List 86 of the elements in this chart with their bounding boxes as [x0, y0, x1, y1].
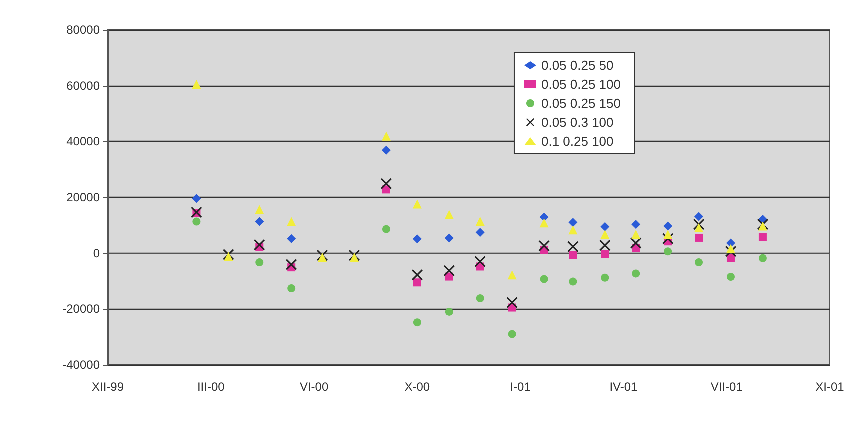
- point: [474, 256, 486, 268]
- point: [664, 248, 672, 256]
- point: [444, 234, 454, 243]
- x-tick-label: VII-01: [710, 380, 744, 394]
- point: [694, 212, 704, 222]
- point: [506, 297, 518, 308]
- point: [600, 240, 611, 252]
- point: [413, 278, 422, 287]
- point: [726, 254, 735, 262]
- point: [694, 223, 704, 232]
- point: [256, 258, 264, 267]
- point: [569, 278, 578, 286]
- point: [444, 210, 454, 220]
- point: [287, 217, 296, 226]
- y-tick-label: 60000: [66, 78, 100, 93]
- point: [600, 222, 610, 232]
- point: [412, 200, 422, 209]
- point: [382, 146, 391, 155]
- point: [287, 234, 296, 244]
- y-tick-label: 0: [93, 246, 100, 260]
- point: [600, 230, 610, 240]
- point: [476, 228, 485, 238]
- point: [508, 330, 516, 338]
- x-tick-label: VI-00: [300, 380, 329, 394]
- legend-label: 0.05 0.25 100: [541, 77, 622, 92]
- point: [568, 226, 578, 235]
- point: [632, 230, 641, 240]
- point: [413, 318, 422, 327]
- point: [286, 259, 298, 270]
- point: [412, 270, 423, 281]
- y-tick-label: -20000: [62, 302, 100, 316]
- point: [288, 284, 296, 293]
- point: [664, 222, 673, 231]
- x-tick-label: IV-01: [610, 380, 638, 394]
- legend-label: 0.05 0.3 100: [541, 115, 614, 130]
- point: [726, 273, 735, 282]
- point: [444, 265, 455, 276]
- point: [476, 217, 485, 226]
- legend-label: 0.05 0.25 50: [541, 58, 614, 73]
- x-tick-label: III-00: [197, 380, 226, 394]
- point: [318, 253, 328, 262]
- point: [192, 218, 201, 226]
- point: [695, 234, 704, 242]
- point: [758, 254, 767, 262]
- point: [224, 252, 234, 262]
- point: [255, 205, 264, 214]
- point: [254, 239, 266, 250]
- point: [255, 217, 264, 226]
- point: [540, 275, 548, 284]
- point: [726, 238, 736, 248]
- point: [601, 250, 610, 258]
- point: [476, 294, 484, 303]
- x-tick-label: I-01: [510, 380, 532, 394]
- point: [695, 258, 704, 267]
- y-tick-label: 80000: [66, 23, 100, 37]
- legend-label: 0.05 0.25 150: [541, 96, 622, 111]
- point: [540, 212, 549, 222]
- point: [540, 218, 549, 228]
- point: [601, 274, 610, 282]
- x-tick-label: XI-01: [816, 380, 845, 394]
- y-tick-label: 40000: [66, 134, 100, 149]
- x-tick-label: X-00: [404, 380, 430, 394]
- point: [664, 230, 673, 240]
- legend-label: 0.1 0.25 100: [541, 134, 614, 149]
- point: [412, 234, 422, 244]
- point: [568, 218, 578, 228]
- y-tick-label: 20000: [66, 190, 100, 204]
- y-tick-label: -40000: [62, 358, 100, 372]
- point: [350, 253, 360, 262]
- point: [192, 194, 202, 204]
- point: [538, 240, 550, 252]
- point: [445, 308, 454, 316]
- point: [632, 270, 640, 278]
- x-tick-label: XII-99: [92, 380, 124, 394]
- point: [758, 233, 767, 242]
- point: [726, 244, 736, 254]
- point: [758, 222, 768, 231]
- point: [630, 238, 642, 249]
- point: [382, 225, 390, 234]
- point: [380, 178, 392, 190]
- point: [382, 132, 391, 141]
- point: [568, 241, 579, 252]
- point: [632, 220, 641, 230]
- point: [508, 270, 517, 280]
- point: [569, 251, 578, 260]
- point: [192, 80, 202, 89]
